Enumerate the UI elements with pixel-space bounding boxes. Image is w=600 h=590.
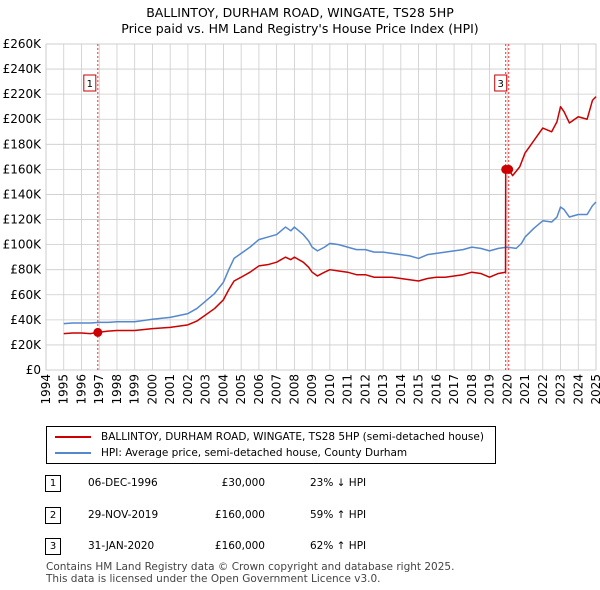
x-tick-label: 2017 <box>447 374 461 405</box>
x-tick-label: 2001 <box>163 374 177 405</box>
sale-price: £160,000 <box>214 509 265 521</box>
x-tick-label: 2005 <box>234 374 248 405</box>
x-tick-label: 2025 <box>589 374 600 405</box>
x-tick-label: 2016 <box>429 374 443 405</box>
x-tick-label: 2003 <box>199 374 213 405</box>
y-tick-label: £80K <box>10 263 42 277</box>
sale-price: £160,000 <box>214 540 265 552</box>
legend-item-property: BALLINTOY, DURHAM ROAD, WINGATE, TS28 5H… <box>55 429 484 445</box>
chart-subtitle: Price paid vs. HM Land Registry's House … <box>121 21 479 36</box>
y-tick-label: £120K <box>3 213 43 227</box>
annotation-box <box>494 74 508 92</box>
legend-item-hpi: HPI: Average price, semi-detached house,… <box>55 445 407 461</box>
sale-hpi-change: 23% ↓ HPI <box>310 477 367 489</box>
x-tick-label: 2020 <box>500 374 514 405</box>
x-tick-label: 2007 <box>270 374 284 405</box>
y-tick-label: £200K <box>3 112 43 126</box>
sale-hpi-change: 59% ↑ HPI <box>310 509 367 521</box>
x-tick-label: 1997 <box>92 374 106 405</box>
sale-hpi-change: 62% ↑ HPI <box>310 540 367 552</box>
x-tick-label: 2022 <box>536 374 550 405</box>
x-tick-label: 2019 <box>483 374 497 405</box>
series-line-hpi <box>63 201 597 325</box>
x-tick-label: 1994 <box>39 374 53 405</box>
x-tick-label: 2023 <box>554 374 568 405</box>
sale-date: 29-NOV-2019 <box>88 509 159 521</box>
legend-swatch-red <box>55 436 91 438</box>
y-tick-label: £140K <box>3 187 43 201</box>
sale-point-marker <box>93 327 103 337</box>
x-tick-label: 2012 <box>358 374 372 405</box>
y-tick-label: £60K <box>10 288 42 302</box>
series-line-property <box>63 96 597 335</box>
legend-label-property: BALLINTOY, DURHAM ROAD, WINGATE, TS28 5H… <box>101 431 484 443</box>
chart-title: BALLINTOY, DURHAM ROAD, WINGATE, TS28 5H… <box>146 5 454 20</box>
table-row: 3 31-JAN-2020 £160,000 62% ↑ HPI <box>40 537 400 557</box>
y-tick-label: £180K <box>3 137 43 151</box>
y-tick-label: £220K <box>3 87 43 101</box>
sale-number: 3 <box>45 538 61 555</box>
y-tick-label: £40K <box>10 313 42 327</box>
table-row: 2 29-NOV-2019 £160,000 59% ↑ HPI <box>40 506 400 526</box>
footer-licence: This data is licensed under the Open Gov… <box>46 573 381 585</box>
plot-area <box>46 44 596 370</box>
footer-copyright: Contains HM Land Registry data © Crown c… <box>46 561 455 573</box>
legend-swatch-blue <box>55 452 91 454</box>
x-tick-label: 2008 <box>287 374 301 405</box>
price-chart: £0 £20K £40K £60K £80K £100K £120K £140K £160K £1… <box>3 37 600 405</box>
x-tick-label: 2010 <box>323 374 337 405</box>
x-tick-label: 1998 <box>110 374 124 405</box>
sale-date: 31-JAN-2020 <box>88 540 155 552</box>
y-tick-label: £0 <box>26 363 41 377</box>
legend-label-hpi: HPI: Average price, semi-detached house,… <box>101 447 408 459</box>
y-tick-label: £160K <box>3 162 43 176</box>
plot-frame <box>45 43 597 371</box>
x-tick-label: 2002 <box>181 374 195 405</box>
y-tick-label: £260K <box>3 37 43 51</box>
x-tick-label: 1999 <box>128 374 142 405</box>
x-tick-label: 2011 <box>341 374 355 405</box>
sale-price: £30,000 <box>221 477 265 489</box>
x-tick-label: 2009 <box>305 374 319 405</box>
x-tick-label: 2004 <box>216 374 230 405</box>
x-tick-label: 2013 <box>376 374 390 405</box>
table-row: 1 06-DEC-1996 £30,000 23% ↓ HPI <box>40 474 400 494</box>
legend: BALLINTOY, DURHAM ROAD, WINGATE, TS28 5H… <box>46 426 496 464</box>
y-tick-label: £20K <box>10 338 42 352</box>
x-tick-label: 2000 <box>145 374 159 405</box>
sale-point-marker <box>504 164 514 174</box>
annotation-label: 1 <box>87 79 93 90</box>
sale-number: 2 <box>45 507 61 524</box>
x-tick-label: 2006 <box>252 374 266 405</box>
x-tick-label: 1996 <box>74 374 88 405</box>
sale-number: 1 <box>45 475 61 492</box>
x-tick-label: 1995 <box>57 374 71 405</box>
y-tick-label: £240K <box>3 62 43 76</box>
annotation-box <box>83 74 97 92</box>
x-tick-label: 2014 <box>394 374 408 405</box>
annotation-label: 3 <box>498 79 504 90</box>
x-tick-label: 2018 <box>465 374 479 405</box>
x-tick-label: 2021 <box>518 374 532 405</box>
sale-date: 06-DEC-1996 <box>88 477 158 489</box>
y-tick-label: £100K <box>3 238 43 252</box>
x-tick-label: 2024 <box>571 374 585 405</box>
x-tick-label: 2015 <box>412 374 426 405</box>
